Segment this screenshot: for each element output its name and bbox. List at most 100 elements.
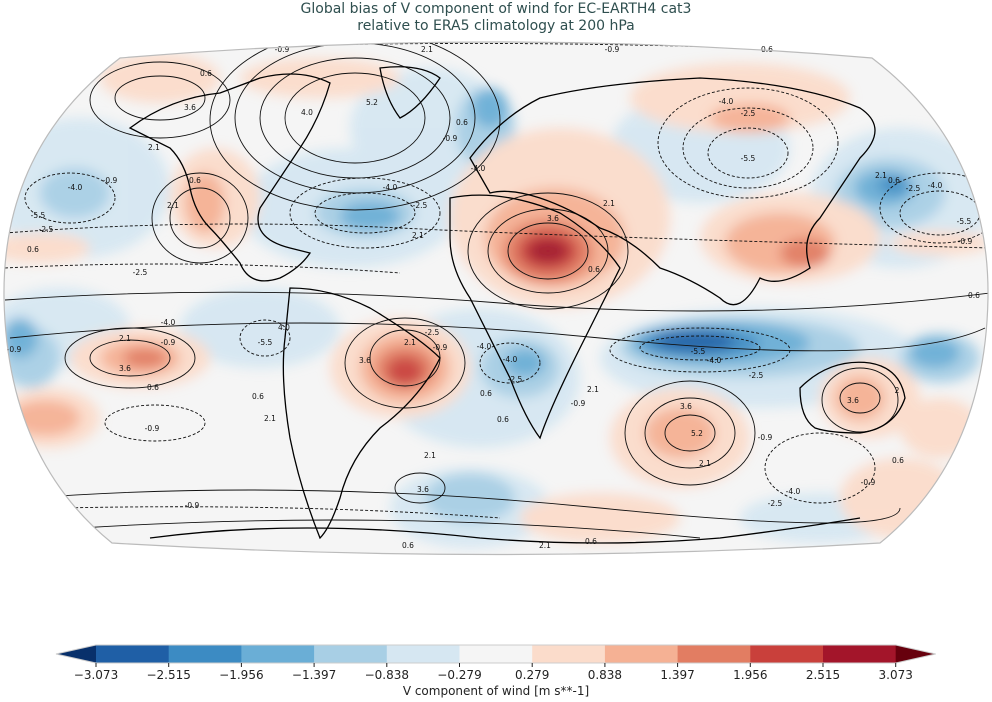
contour-label: 5.2 xyxy=(691,429,703,438)
colorbar-extend-max xyxy=(895,645,936,663)
contour-label: 0.6 xyxy=(497,415,509,424)
colorbar-segment xyxy=(823,645,897,663)
contour-label: 0.6 xyxy=(761,45,773,54)
contour-label: 0.6 xyxy=(147,383,159,392)
colorbar-segment xyxy=(168,645,242,663)
colorbar-segment xyxy=(532,645,606,663)
contour-label: 0.6 xyxy=(588,265,600,274)
colorbar-label: V component of wind [m s**-1] xyxy=(402,684,590,698)
colorbar-segment xyxy=(750,645,824,663)
contour-label: -2.5 xyxy=(133,268,148,277)
chart-title-line1: Global bias of V component of wind for E… xyxy=(300,1,692,17)
contour-label: 0.6 xyxy=(968,291,980,300)
contour-label: 0.6 xyxy=(402,541,414,550)
colorbar-tick-label: −1.956 xyxy=(219,668,264,682)
contour-label: -5.5 xyxy=(258,338,273,347)
map-panel: -0.9 -0.9 0.6 2.1 0.6 3.6 4.0 5.2 2.1 -0.9 -4.0 -5.… xyxy=(0,38,992,558)
colorbar-segment xyxy=(386,645,460,663)
colorbar-tick-label: −1.397 xyxy=(291,668,337,682)
colorbar-tick-label: 0.279 xyxy=(515,668,550,682)
colorbar-segment xyxy=(459,645,533,663)
colorbar-tick-label: 2.515 xyxy=(805,668,841,682)
contour-label: -4.0 xyxy=(471,164,486,173)
colorbar-tick-label: −0.838 xyxy=(364,668,410,682)
contour-label: 2.1 xyxy=(412,231,424,240)
contour-label: 4.0 xyxy=(278,323,290,332)
contour-label: -4.0 xyxy=(383,183,398,192)
contour-label: 0.6 xyxy=(888,176,900,185)
contour-label: -5.5 xyxy=(31,211,46,220)
contour-label: 3.6 xyxy=(119,364,131,373)
contour-label: 2.1 xyxy=(424,451,436,460)
contour-label: -0.9 xyxy=(433,343,448,352)
contour-labels: -0.9-0.90.62.1 0.63.64.05.22.1-0.9-4.0-5.… xyxy=(7,45,981,550)
colorbar: −3.073 −2.515 −1.956 −1.397 −0.838 −0.279 0.27… xyxy=(0,640,992,702)
colorbar-tick-label: 1.397 xyxy=(660,668,695,682)
contour-label: 4.0 xyxy=(301,108,313,117)
contour-label: 5.2 xyxy=(366,98,378,107)
filled-contours xyxy=(3,42,989,555)
contour-label: -4.0 xyxy=(786,487,801,496)
contour-label: 0.6 xyxy=(27,245,39,254)
contour-label: 0.6 xyxy=(585,537,597,546)
contour-label: 0.6 xyxy=(456,118,468,127)
contour-label: -0.9 xyxy=(443,134,458,143)
colorbar-tick-label: 0.838 xyxy=(587,668,623,682)
colorbar-tick-label: −2.515 xyxy=(146,668,191,682)
contour-label: -0.9 xyxy=(145,424,160,433)
contour-label: -0.9 xyxy=(861,478,876,487)
colorbar-segment xyxy=(604,645,679,663)
contour-label: -2.5 xyxy=(39,225,54,234)
contour-label: 0.6 xyxy=(200,69,212,78)
contour-label: 2.1 xyxy=(264,414,276,423)
contour-label: -0.9 xyxy=(758,433,773,442)
contour-label: -4.0 xyxy=(707,356,722,365)
contour-label: -0.9 xyxy=(571,399,586,408)
colorbar-strip xyxy=(55,644,936,667)
contour-label: 3.6 xyxy=(680,402,692,411)
contour-label: 2.1 xyxy=(167,201,179,210)
contour-label: -4.0 xyxy=(161,318,176,327)
colorbar-segment xyxy=(677,645,751,663)
contour-label: -2.5 xyxy=(413,201,428,210)
contour-label: -0.9 xyxy=(958,237,973,246)
contour-label: 2.1 xyxy=(875,171,887,180)
contour-label: 0.6 xyxy=(189,176,201,185)
contour-label: 2 xyxy=(895,386,900,395)
contour-label: 2.1 xyxy=(539,541,551,550)
map-boundary xyxy=(3,41,989,556)
contour-label: -4.0 xyxy=(477,342,492,351)
colorbar-segment xyxy=(241,645,315,663)
contour-label: -2.5 xyxy=(425,328,440,337)
contour-label: -4.0 xyxy=(928,181,943,190)
colorbar-extend-min xyxy=(56,645,96,663)
contour-label: -2.5 xyxy=(508,375,523,384)
bias-map: -0.9-0.90.62.1 0.63.64.05.22.1-0.9-4.0-5.… xyxy=(3,41,989,556)
colorbar-segment xyxy=(96,645,170,663)
contour-label: 3.6 xyxy=(847,396,859,405)
contour-label: 2.1 xyxy=(119,334,131,343)
contour-label: -0.9 xyxy=(103,176,118,185)
contour-label: -2.5 xyxy=(768,499,783,508)
contour-label: -2.5 xyxy=(749,371,764,380)
contour-label: -5.5 xyxy=(691,347,706,356)
contour-label: 2.1 xyxy=(148,143,160,152)
contour-label: -0.9 xyxy=(7,345,22,354)
contour-label: 0.6 xyxy=(892,456,904,465)
contour-label: -2.5 xyxy=(906,184,921,193)
colorbar-tick-label: 3.073 xyxy=(878,668,913,682)
contour-label: 3.6 xyxy=(417,485,429,494)
contour-label: -5.5 xyxy=(741,154,756,163)
colorbar-tick-label: −0.279 xyxy=(437,668,482,682)
contour-label: -0.9 xyxy=(605,45,620,54)
contour-label: -4.0 xyxy=(68,183,83,192)
contour-label: -0.9 xyxy=(161,338,176,347)
contour-label: 3.6 xyxy=(359,356,371,365)
contour-label: 2.1 xyxy=(404,338,416,347)
contour-label: -5.5 xyxy=(957,217,972,226)
colorbar-tick-label: 1.956 xyxy=(733,668,768,682)
contour-label: 3.6 xyxy=(184,103,196,112)
colorbar-segment xyxy=(314,645,388,663)
contour-label: 3.6 xyxy=(547,214,559,223)
contour-label: 2.1 xyxy=(603,199,615,208)
